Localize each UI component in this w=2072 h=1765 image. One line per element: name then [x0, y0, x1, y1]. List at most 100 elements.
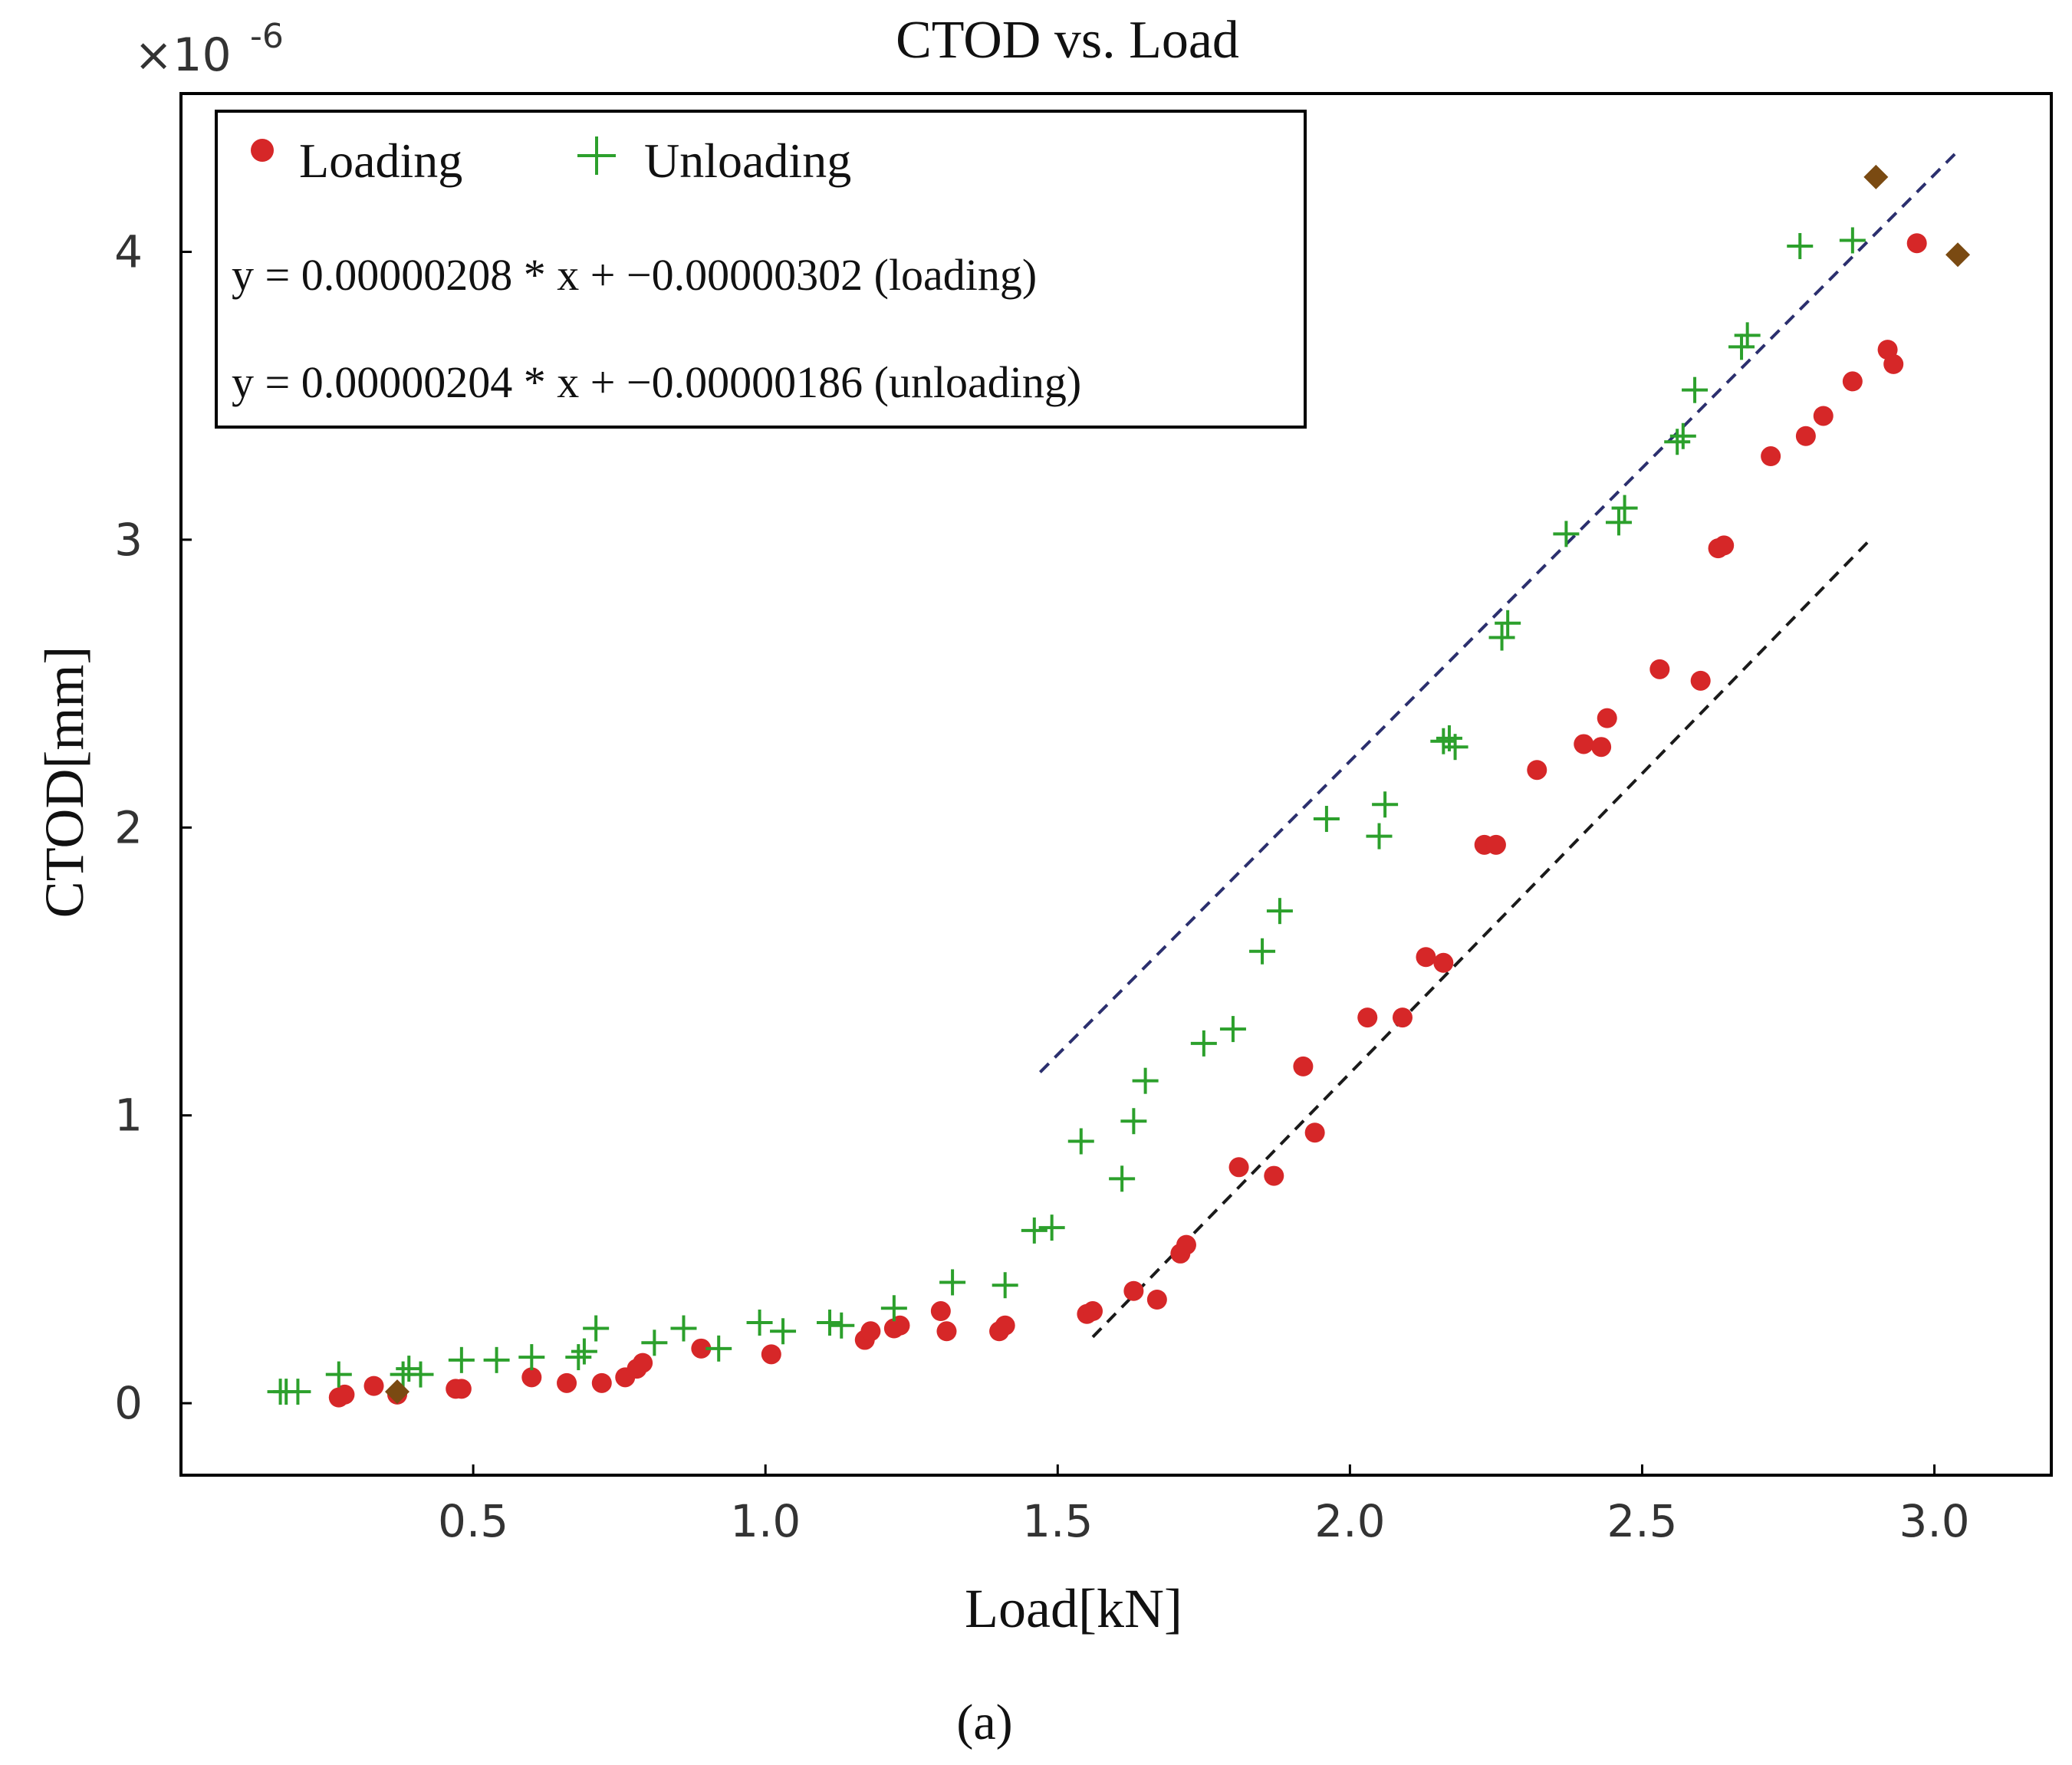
point-loading: [1083, 1301, 1103, 1322]
point-loading: [1813, 406, 1834, 426]
point-unloading: [1734, 322, 1761, 349]
point-loading: [363, 1376, 384, 1396]
point-loading: [1357, 1007, 1378, 1028]
point-loading: [1123, 1280, 1144, 1301]
point-loading: [936, 1321, 957, 1342]
x-tick-label: 3.0: [1899, 1495, 1969, 1547]
point-unloading: [1605, 509, 1632, 536]
point-unloading: [325, 1361, 352, 1388]
point-loading: [334, 1384, 355, 1405]
point-unloading: [1611, 495, 1638, 521]
point-loading: [1264, 1165, 1284, 1186]
point-loading: [1597, 708, 1617, 728]
point-loading: [1176, 1234, 1196, 1255]
legend-marker-loading: [251, 139, 274, 162]
point-unloading: [1219, 1016, 1246, 1043]
x-tick-label: 0.5: [438, 1495, 508, 1547]
point-loading: [1146, 1289, 1167, 1310]
point-unloading: [583, 1315, 610, 1342]
point-unloading: [448, 1346, 475, 1373]
fit-lines: [1038, 150, 1959, 1339]
point-loading: [1690, 670, 1711, 691]
series-unloading: [267, 227, 1866, 1405]
point-unloading: [670, 1315, 697, 1342]
point-unloading: [770, 1318, 797, 1345]
point-unloading: [1109, 1165, 1136, 1192]
point-unloading: [1787, 232, 1814, 259]
point-loading: [691, 1338, 712, 1359]
point-loading: [451, 1379, 472, 1399]
point-unloading: [746, 1310, 773, 1336]
point-unloading: [1366, 823, 1393, 850]
point-unloading: [518, 1344, 545, 1371]
point-loading: [591, 1372, 612, 1393]
point-loading: [1761, 446, 1781, 467]
point-unloading: [1120, 1108, 1147, 1135]
point-unloading: [1442, 734, 1468, 761]
point-unloading: [1249, 938, 1276, 965]
point-unloading: [1266, 898, 1293, 925]
figure-caption: (a): [956, 1694, 1012, 1750]
point-loading: [1304, 1122, 1325, 1143]
point-highlighted: [1863, 164, 1889, 189]
y-multiplier-base: ×10: [134, 28, 232, 82]
point-loading: [995, 1315, 1015, 1336]
x-tick-label: 2.0: [1314, 1495, 1385, 1547]
data-series: [267, 164, 1971, 1408]
point-unloading: [284, 1379, 311, 1405]
point-unloading: [1839, 227, 1866, 254]
point-highlighted: [385, 1379, 410, 1405]
point-unloading: [1728, 334, 1755, 360]
point-loading: [1883, 353, 1904, 374]
y-tick-label: 0: [114, 1377, 143, 1429]
point-unloading: [1495, 610, 1521, 636]
x-axis-label: Load[kN]: [965, 1578, 1182, 1639]
point-unloading: [565, 1344, 592, 1371]
point-unloading: [1669, 422, 1696, 449]
y-axis-label: CTOD[mm]: [34, 646, 95, 919]
point-loading: [557, 1372, 577, 1393]
y-tick-label: 3: [114, 514, 143, 566]
point-loading: [1842, 371, 1863, 392]
point-unloading: [705, 1335, 732, 1362]
legend-label-loading: Loading: [299, 133, 462, 188]
point-unloading: [1430, 728, 1457, 754]
legend-marker-unloading: [577, 136, 616, 175]
axes-ticks: 0.5 1.0 1.5 2.0 2.5 3.0 0 1 2 3 4: [114, 225, 1970, 1547]
point-unloading: [641, 1330, 668, 1356]
point-loading: [1527, 760, 1547, 781]
point-loading: [1392, 1007, 1413, 1028]
point-loading: [1649, 659, 1670, 679]
x-tick-label: 2.5: [1607, 1495, 1677, 1547]
point-loading: [633, 1353, 653, 1373]
point-unloading: [1553, 521, 1580, 547]
y-multiplier-exponent: -6: [250, 17, 284, 56]
point-loading: [521, 1367, 542, 1388]
point-unloading: [571, 1338, 597, 1365]
plot-area: [179, 92, 2053, 1477]
chart-title: CTOD vs. Load: [896, 11, 1239, 70]
point-loading: [1795, 426, 1816, 446]
point-highlighted: [1945, 242, 1971, 268]
point-unloading: [828, 1312, 855, 1339]
y-tick-label: 4: [114, 225, 143, 278]
point-loading: [1574, 734, 1594, 754]
point-loading: [1485, 834, 1506, 855]
point-unloading: [483, 1346, 510, 1373]
legend-box: [215, 110, 1307, 429]
legend-equation-unloading: y = 0.00000204 * x + −0.00000186 (unload…: [232, 357, 1081, 407]
point-loading: [1228, 1157, 1249, 1178]
point-loading: [1293, 1056, 1314, 1076]
point-unloading: [1021, 1217, 1048, 1244]
point-unloading: [939, 1269, 966, 1296]
x-tick-label: 1.0: [730, 1495, 801, 1547]
point-unloading: [1664, 429, 1691, 455]
point-unloading: [1038, 1214, 1065, 1241]
point-loading: [1906, 233, 1927, 254]
point-unloading: [1132, 1067, 1159, 1094]
point-loading: [860, 1321, 881, 1342]
point-unloading: [880, 1295, 907, 1322]
y-tick-label: 2: [114, 801, 143, 853]
point-unloading: [817, 1310, 844, 1336]
